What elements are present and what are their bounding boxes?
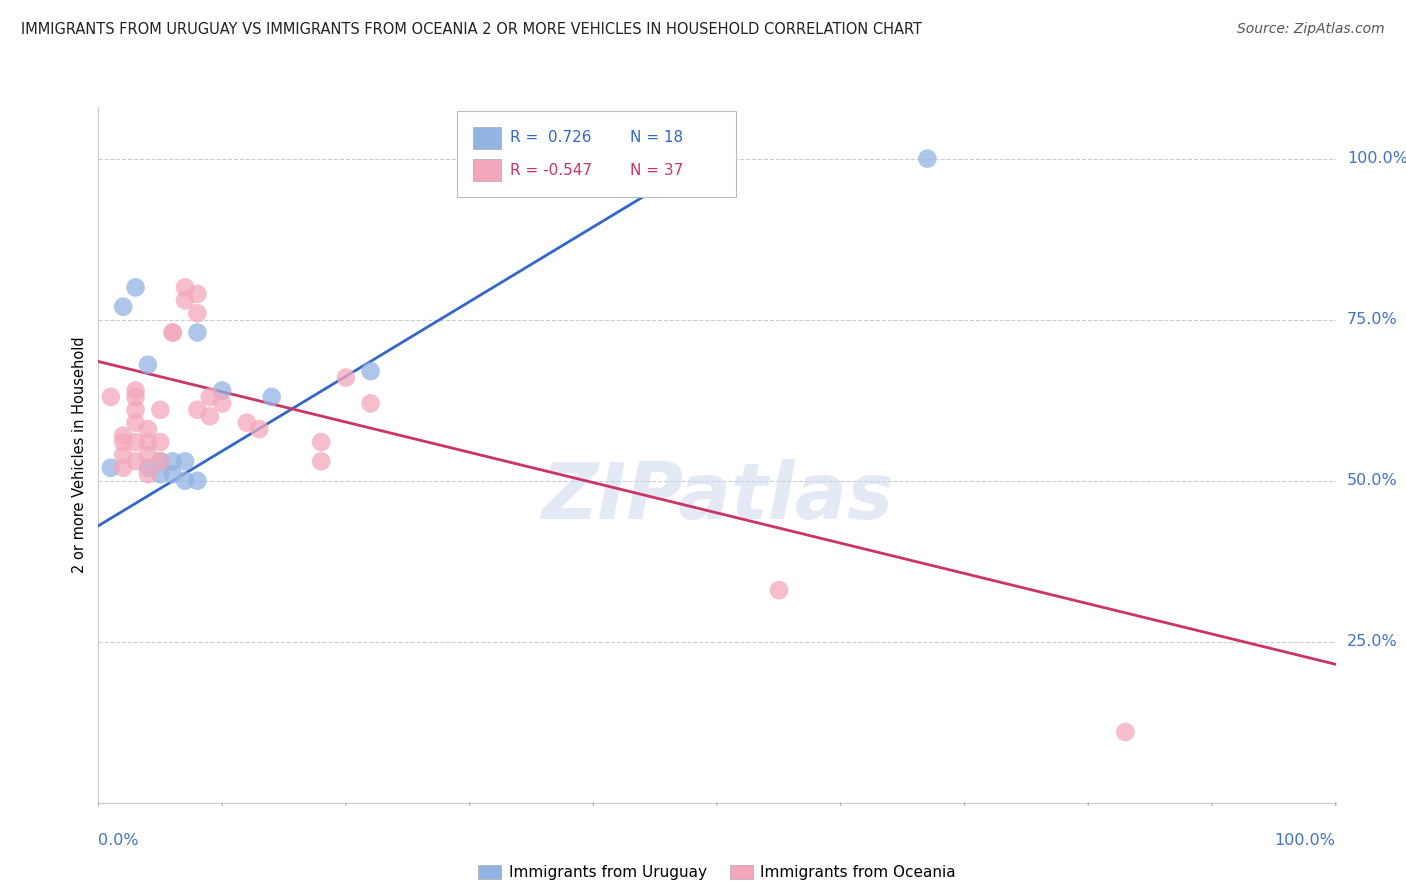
Point <box>149 454 172 468</box>
Point <box>198 390 221 404</box>
Text: R =  0.726: R = 0.726 <box>510 130 592 145</box>
Y-axis label: 2 or more Vehicles in Household: 2 or more Vehicles in Household <box>72 336 87 574</box>
Point <box>198 409 221 424</box>
Point <box>124 416 146 430</box>
Text: R = -0.547: R = -0.547 <box>510 163 592 178</box>
Point <box>136 435 159 450</box>
Text: N = 37: N = 37 <box>630 163 683 178</box>
Point <box>124 454 146 468</box>
Point <box>1114 725 1136 739</box>
Point <box>174 280 197 294</box>
FancyBboxPatch shape <box>474 159 501 181</box>
Point <box>149 467 172 482</box>
Point <box>136 422 159 436</box>
Point <box>162 326 184 340</box>
Text: Source: ZipAtlas.com: Source: ZipAtlas.com <box>1237 22 1385 37</box>
Text: N = 18: N = 18 <box>630 130 683 145</box>
Point <box>546 152 568 166</box>
Point <box>335 370 357 384</box>
Point <box>186 474 208 488</box>
Point <box>162 326 184 340</box>
Point <box>174 474 197 488</box>
Text: 25.0%: 25.0% <box>1347 634 1398 649</box>
FancyBboxPatch shape <box>474 127 501 149</box>
Point <box>112 300 135 314</box>
Text: ZIPatlas: ZIPatlas <box>541 458 893 534</box>
Point <box>360 364 382 378</box>
Point <box>162 454 184 468</box>
Point <box>669 152 692 166</box>
Point <box>124 384 146 398</box>
Point <box>124 402 146 417</box>
Point <box>211 396 233 410</box>
Point <box>100 460 122 475</box>
Point <box>186 326 208 340</box>
Point <box>309 454 332 468</box>
Point <box>247 422 270 436</box>
Text: 0.0%: 0.0% <box>98 833 139 848</box>
Text: IMMIGRANTS FROM URUGUAY VS IMMIGRANTS FROM OCEANIA 2 OR MORE VEHICLES IN HOUSEHO: IMMIGRANTS FROM URUGUAY VS IMMIGRANTS FR… <box>21 22 922 37</box>
Point <box>211 384 233 398</box>
Legend: Immigrants from Uruguay, Immigrants from Oceania: Immigrants from Uruguay, Immigrants from… <box>472 859 962 887</box>
Point <box>149 402 172 417</box>
Point <box>112 428 135 442</box>
Point <box>174 454 197 468</box>
Point <box>100 390 122 404</box>
Point <box>162 467 184 482</box>
Point <box>149 454 172 468</box>
Text: 50.0%: 50.0% <box>1347 473 1398 488</box>
Point <box>768 583 790 598</box>
Text: 100.0%: 100.0% <box>1275 833 1336 848</box>
Point <box>186 286 208 301</box>
FancyBboxPatch shape <box>457 111 735 197</box>
Point <box>136 467 159 482</box>
Point <box>136 460 159 475</box>
Point <box>136 448 159 462</box>
Point <box>236 416 259 430</box>
Text: 100.0%: 100.0% <box>1347 151 1406 166</box>
Point <box>136 358 159 372</box>
Point <box>186 402 208 417</box>
Text: 75.0%: 75.0% <box>1347 312 1398 327</box>
Point <box>917 152 939 166</box>
Point <box>260 390 283 404</box>
Point <box>124 435 146 450</box>
Point <box>124 390 146 404</box>
Point <box>112 460 135 475</box>
Point <box>124 280 146 294</box>
Point <box>174 293 197 308</box>
Point <box>112 448 135 462</box>
Point <box>360 396 382 410</box>
Point <box>112 435 135 450</box>
Point <box>186 306 208 320</box>
Point <box>149 435 172 450</box>
Point <box>309 435 332 450</box>
